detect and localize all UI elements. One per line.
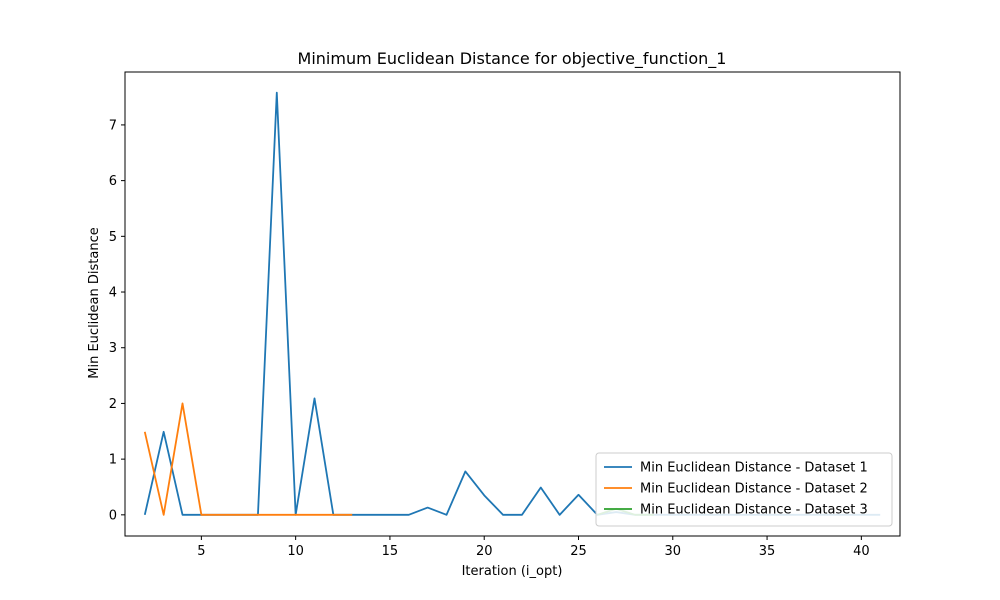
- y-tick-label: 2: [109, 397, 117, 412]
- legend: Min Euclidean Distance - Dataset 1 Min Eu…: [595, 452, 893, 527]
- x-tick-label: 35: [759, 544, 776, 559]
- y-tick-label: 4: [109, 286, 117, 301]
- plot-frame: [124, 71, 901, 537]
- y-axis-title: Min Euclidean Distance: [87, 227, 102, 378]
- legend-label-3: Min Euclidean Distance - Dataset 3: [640, 503, 868, 518]
- x-axis-title: Iteration (i_opt): [462, 564, 563, 579]
- x-tick-label: 10: [287, 544, 304, 559]
- x-tick-label: 15: [382, 544, 399, 559]
- chart-title: Minimum Euclidean Distance for objective…: [298, 49, 727, 69]
- x-tick-label: 5: [197, 544, 205, 559]
- y-tick-label: 6: [109, 174, 117, 189]
- y-tick-label: 7: [109, 118, 117, 133]
- legend-label-1: Min Euclidean Distance - Dataset 1: [640, 461, 868, 476]
- x-tick-label: 30: [665, 544, 682, 559]
- y-tick-label: 3: [109, 341, 117, 356]
- legend-label-2: Min Euclidean Distance - Dataset 2: [640, 482, 868, 497]
- series-line-2: [143, 402, 353, 516]
- y-tick-label: 0: [109, 508, 117, 523]
- axis-ticks: 5 10 15 20 25 30 35 40 0 1 2 3 4 5 6 7: [109, 118, 870, 559]
- y-tick-label: 5: [109, 230, 117, 245]
- y-tick-label: 1: [109, 453, 117, 468]
- x-tick-label: 40: [853, 544, 870, 559]
- x-tick-label: 20: [476, 544, 493, 559]
- legend-box: [595, 452, 893, 527]
- x-tick-label: 25: [570, 544, 587, 559]
